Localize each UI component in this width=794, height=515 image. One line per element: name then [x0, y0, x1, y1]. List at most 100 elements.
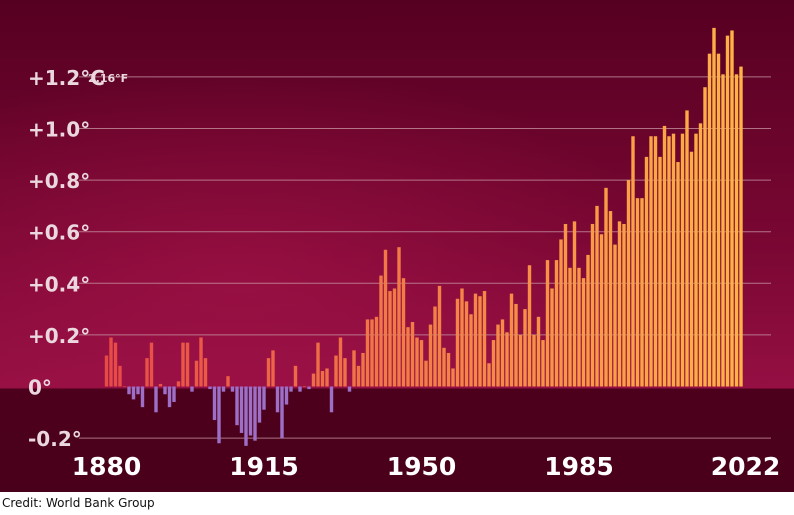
bar-1930 [329, 386, 334, 413]
bar-1986 [581, 278, 586, 387]
bar-1946 [401, 278, 406, 387]
bar-1902 [203, 358, 208, 387]
bar-1927 [316, 342, 320, 387]
y-axis-labels: +1.2°C +1.0° +0.8° +0.6° +0.4° +0.2° 0° -0.2° 2.… [28, 66, 128, 451]
bar-1954 [437, 285, 442, 387]
bar-2015 [712, 27, 716, 387]
bar-1915 [262, 386, 266, 410]
bar-1980 [554, 260, 559, 387]
bar-1929 [325, 368, 329, 387]
bar-1912 [248, 386, 253, 436]
bar-1934 [347, 386, 352, 392]
bar-1910 [239, 386, 244, 433]
bar-1931 [334, 355, 338, 387]
temperature-anomaly-chart: +1.2°C +1.0° +0.8° +0.6° +0.4° +0.2° 0° -0.2° 2.… [0, 0, 794, 492]
bar-1985 [577, 267, 581, 387]
bar-1919 [280, 386, 284, 439]
credit-text: Credit: World Bank Group [2, 496, 155, 510]
bar-1944 [392, 288, 397, 387]
y-tick-label: +0.4° [28, 272, 90, 296]
bar-1935 [352, 350, 356, 387]
bar-2008 [680, 133, 685, 387]
bar-1925 [307, 386, 311, 390]
bar-1901 [199, 337, 203, 387]
y-tick-label: +0.6° [28, 221, 90, 245]
bar-2010 [689, 151, 694, 387]
bar-1894 [167, 386, 172, 408]
bar-1983 [568, 267, 572, 387]
anomaly-bars [104, 27, 743, 446]
bar-2013 [703, 87, 707, 387]
bar-1895 [172, 386, 176, 402]
bar-1981 [559, 239, 563, 387]
bar-1971 [514, 303, 518, 387]
bar-1903 [208, 386, 212, 390]
bar-1916 [266, 358, 271, 387]
bar-1976 [536, 316, 541, 387]
bar-1982 [563, 223, 568, 387]
x-tick-label: 1985 [544, 452, 614, 481]
bar-1940 [374, 316, 379, 387]
bar-1937 [361, 352, 365, 387]
bar-1957 [451, 368, 455, 387]
bar-1952 [428, 324, 433, 387]
bar-1906 [221, 386, 226, 392]
bar-1924 [302, 386, 307, 388]
bar-1899 [190, 386, 194, 392]
bar-1989 [595, 205, 599, 387]
y-tick-label: 0° [28, 376, 52, 400]
bar-2009 [685, 110, 689, 387]
bar-1950 [419, 340, 424, 387]
bar-1907 [226, 376, 230, 387]
y-tick-label: +1.2°C [28, 66, 105, 90]
bar-1963 [478, 296, 482, 387]
bar-1900 [194, 360, 199, 387]
bar-1914 [257, 386, 262, 423]
bar-1884 [122, 386, 127, 388]
bar-1888 [140, 386, 145, 408]
bar-2012 [698, 123, 703, 387]
bar-1896 [176, 381, 181, 387]
y-tick-label: +0.2° [28, 324, 90, 348]
bar-2002 [653, 136, 658, 387]
bar-1945 [397, 247, 401, 387]
bar-1987 [586, 254, 590, 387]
bar-1984 [572, 221, 577, 387]
bar-1977 [541, 340, 545, 387]
bar-1972 [518, 334, 523, 387]
bar-1898 [185, 342, 190, 387]
bar-1887 [136, 386, 140, 395]
bar-1979 [550, 288, 554, 387]
bar-1999 [640, 198, 644, 387]
x-tick-label: 1950 [387, 452, 457, 481]
bar-1949 [415, 337, 419, 387]
bar-1959 [460, 288, 464, 387]
bar-1970 [509, 293, 514, 387]
bar-1886 [131, 386, 136, 400]
bar-2003 [658, 156, 662, 387]
bar-1885 [127, 386, 131, 395]
x-axis-labels: 1880 1915 1950 1985 2022 [72, 452, 781, 481]
bar-1975 [532, 334, 536, 387]
bar-1956 [446, 352, 451, 387]
bar-1969 [505, 332, 509, 387]
x-tick-label: 1880 [72, 452, 142, 481]
bar-1933 [343, 358, 347, 387]
bar-1962 [473, 293, 478, 387]
bar-1973 [523, 309, 527, 387]
bar-1991 [604, 187, 608, 387]
y-tick-label: +0.8° [28, 169, 90, 193]
bar-1904 [212, 386, 217, 421]
bar-1992 [608, 211, 613, 387]
bar-1997 [631, 136, 635, 387]
bar-1978 [545, 260, 550, 387]
bar-2016 [716, 53, 721, 387]
bar-1913 [253, 386, 257, 441]
bar-1965 [487, 363, 491, 387]
bar-2007 [676, 162, 680, 387]
bar-1988 [590, 223, 595, 387]
bar-1932 [338, 337, 343, 387]
bar-1889 [145, 358, 149, 387]
x-tick-label: 1915 [229, 452, 299, 481]
bar-1880 [104, 355, 109, 387]
